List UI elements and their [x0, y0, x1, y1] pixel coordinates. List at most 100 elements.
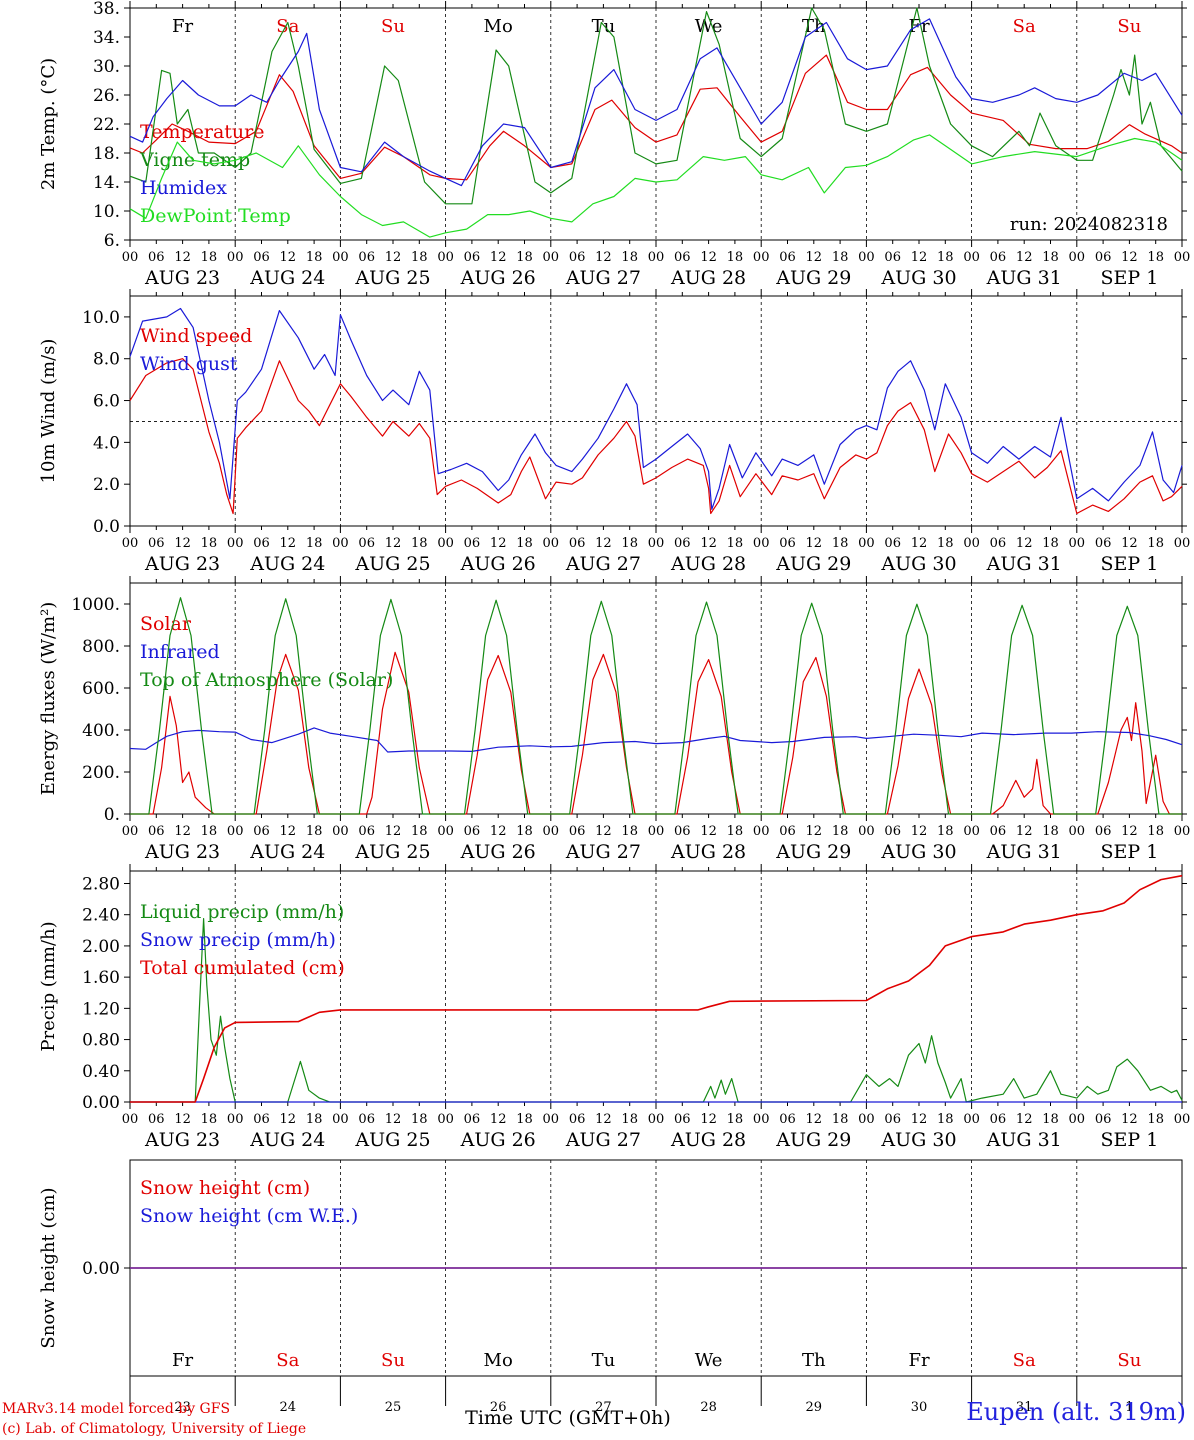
hour-tick-label: 12 [806, 250, 823, 265]
day-number-label: 29 [806, 1400, 823, 1415]
day-number-label: 24 [280, 1400, 297, 1415]
y-tick-label: 600. [82, 679, 120, 699]
series-line [129, 7, 1183, 205]
hour-tick-label: 18 [832, 1112, 849, 1127]
hour-tick-label: 00 [1069, 824, 1086, 839]
hour-tick-label: 00 [753, 250, 770, 265]
time-axis-label: Time UTC (GMT+0h) [465, 1407, 671, 1429]
day-name-label: Sa [276, 16, 299, 37]
hour-tick-label: 00 [1174, 536, 1191, 551]
credit-model: MARv3.14 model forced by GFS [2, 1401, 231, 1417]
series-line [129, 727, 1183, 753]
hour-tick-label: 18 [1147, 250, 1164, 265]
hour-tick-label: 18 [306, 250, 323, 265]
day-name-label: Su [1117, 1350, 1141, 1371]
y-tick-label: 200. [82, 763, 120, 783]
hour-tick-label: 00 [332, 250, 349, 265]
y-tick-label: 34. [93, 28, 120, 48]
hour-tick-label: 00 [963, 824, 980, 839]
y-tick-label: 0.00 [82, 1259, 120, 1279]
y-axis-label: Precip (mm/h) [38, 921, 59, 1051]
y-tick-label: 0. [104, 805, 120, 825]
hour-tick-label: 06 [884, 250, 901, 265]
hour-tick-label: 18 [621, 824, 638, 839]
date-label: AUG 28 [670, 841, 746, 863]
legend-entry: Infrared [140, 641, 220, 663]
day-name-label: Mo [484, 1350, 513, 1371]
run-annotation: run: 2024082318 [1010, 214, 1168, 235]
hour-tick-label: 06 [148, 1112, 165, 1127]
day-number-label: 25 [385, 1400, 402, 1415]
hour-tick-label: 06 [779, 250, 796, 265]
station-name: Eupen (alt. 319m) [966, 1398, 1186, 1426]
hour-tick-label: 00 [753, 536, 770, 551]
hour-tick-label: 12 [490, 250, 507, 265]
y-tick-label: 800. [82, 637, 120, 657]
hour-tick-label: 00 [227, 536, 244, 551]
day-name-label: Fr [172, 1350, 193, 1371]
hour-tick-label: 00 [648, 1112, 665, 1127]
y-tick-label: 10. [93, 202, 120, 222]
hour-tick-label: 18 [516, 1112, 533, 1127]
y-tick-label: 2.40 [82, 906, 120, 926]
series-line [129, 358, 1183, 515]
date-label: AUG 31 [986, 267, 1062, 289]
day-name-label: Fr [172, 16, 193, 37]
date-label: AUG 28 [670, 1129, 746, 1151]
hour-tick-label: 00 [648, 536, 665, 551]
hour-tick-label: 00 [858, 824, 875, 839]
hour-tick-label: 00 [1069, 536, 1086, 551]
date-label: AUG 24 [249, 553, 325, 575]
hour-tick-label: 12 [385, 250, 402, 265]
hour-tick-label: 06 [884, 1112, 901, 1127]
date-label: AUG 30 [880, 267, 956, 289]
date-label: AUG 31 [986, 553, 1062, 575]
series-line [129, 134, 1183, 238]
y-axis-label: Snow height (cm) [38, 1187, 59, 1348]
legend-entry: Temperature [140, 121, 264, 143]
day-name-label: Su [1117, 16, 1141, 37]
hour-tick-label: 00 [332, 824, 349, 839]
hour-tick-label: 12 [806, 536, 823, 551]
hour-tick-label: 00 [753, 1112, 770, 1127]
hour-tick-label: 12 [806, 1112, 823, 1127]
hour-tick-label: 06 [464, 1112, 481, 1127]
day-number-label: 26 [490, 1400, 507, 1415]
date-label: AUG 26 [460, 267, 536, 289]
hour-tick-label: 12 [806, 824, 823, 839]
hour-tick-label: 18 [727, 536, 744, 551]
y-tick-label: 0.40 [82, 1062, 120, 1082]
hour-tick-label: 18 [937, 536, 954, 551]
panel-1: 6. 10. 14. 18. 22. 26. 30. 34. 38. 2m Temp. (°C) 0… [38, 0, 1190, 289]
hour-tick-label: 12 [700, 1112, 717, 1127]
hour-tick-label: 06 [1095, 536, 1112, 551]
hour-tick-label: 00 [1174, 824, 1191, 839]
date-label: AUG 30 [880, 841, 956, 863]
series-line [130, 597, 1182, 815]
hour-tick-label: 12 [490, 824, 507, 839]
hour-tick-label: 00 [1069, 250, 1086, 265]
hour-tick-label: 00 [332, 536, 349, 551]
hour-tick-label: 06 [464, 824, 481, 839]
date-label: AUG 23 [144, 841, 220, 863]
series-line [129, 54, 1183, 181]
hour-tick-label: 18 [306, 536, 323, 551]
hour-tick-label: 00 [332, 1112, 349, 1127]
hour-tick-label: 12 [911, 250, 928, 265]
hour-tick-label: 00 [122, 250, 139, 265]
hour-tick-label: 00 [1069, 1112, 1086, 1127]
hour-tick-label: 06 [990, 536, 1007, 551]
y-tick-label: 2.80 [82, 874, 120, 894]
hour-tick-label: 00 [648, 824, 665, 839]
hour-tick-label: 18 [727, 824, 744, 839]
hour-tick-label: 12 [280, 536, 297, 551]
hour-tick-label: 12 [174, 536, 191, 551]
hour-tick-label: 06 [779, 824, 796, 839]
legend-entry: Snow precip (mm/h) [140, 929, 336, 951]
hour-tick-label: 06 [1095, 250, 1112, 265]
hour-tick-label: 12 [1121, 1112, 1138, 1127]
hour-tick-label: 00 [1174, 250, 1191, 265]
y-tick-label: 38. [93, 0, 120, 19]
hour-tick-label: 06 [990, 1112, 1007, 1127]
